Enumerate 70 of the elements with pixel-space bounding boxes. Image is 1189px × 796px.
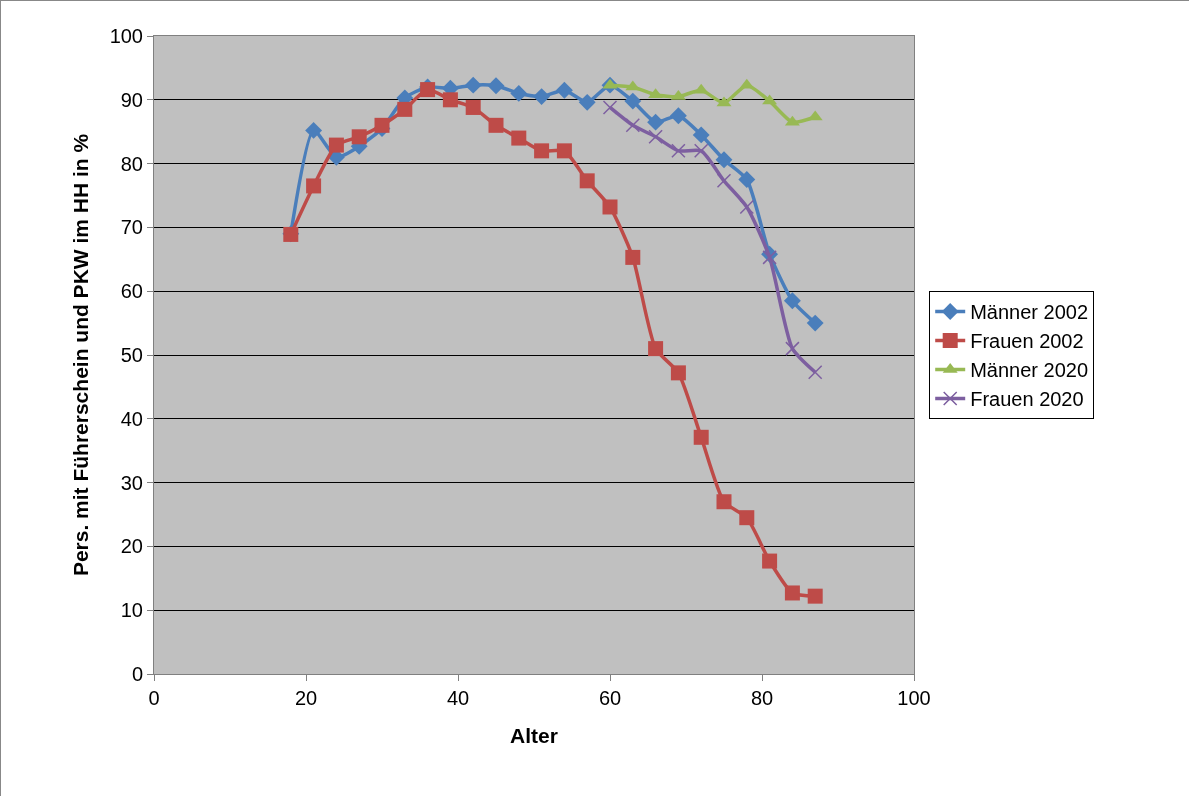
x-tick-label: 80 <box>750 687 774 709</box>
legend-label: Frauen 2002 <box>970 330 1084 353</box>
y-tick-label: 10 <box>120 599 143 622</box>
point <box>420 82 436 98</box>
point <box>578 93 596 111</box>
point <box>783 292 801 310</box>
y-tick-label: 0 <box>131 663 143 685</box>
point <box>397 101 413 117</box>
y-tick-label: 90 <box>120 88 143 111</box>
point <box>738 171 756 188</box>
point <box>762 250 777 265</box>
point <box>510 84 528 102</box>
point <box>692 126 710 144</box>
y-tick-label: 100 <box>109 25 143 47</box>
point <box>579 173 595 189</box>
point <box>648 341 664 357</box>
point <box>762 553 778 569</box>
legend-label: Frauen 2020 <box>970 388 1084 411</box>
point <box>625 118 641 133</box>
point <box>739 199 755 215</box>
point <box>670 365 686 381</box>
x-tick-label: 20 <box>294 687 318 709</box>
point <box>648 129 663 145</box>
point <box>669 107 687 125</box>
point <box>602 199 618 215</box>
point <box>534 143 550 159</box>
point <box>374 117 390 133</box>
point <box>715 151 733 169</box>
y-tick-label: 60 <box>120 280 143 303</box>
point <box>465 99 481 115</box>
x-tick-label: 100 <box>897 687 931 709</box>
point <box>306 178 322 194</box>
y-tick-label: 80 <box>120 152 143 175</box>
legend-label: Männer 2020 <box>970 359 1089 382</box>
point <box>647 113 665 131</box>
point <box>716 494 732 510</box>
point <box>328 137 344 153</box>
point <box>351 129 367 145</box>
y-tick-label: 40 <box>120 407 143 430</box>
x-tick-label: 0 <box>148 687 160 709</box>
point <box>511 130 527 146</box>
point <box>624 92 642 110</box>
point <box>693 429 709 445</box>
y-tick-label: 30 <box>120 471 143 494</box>
y-tick-label: 50 <box>120 344 143 366</box>
point <box>442 92 458 108</box>
point <box>555 81 573 99</box>
point <box>533 88 551 106</box>
x-tick-label: 40 <box>446 687 470 709</box>
point <box>693 143 709 159</box>
point <box>807 364 823 380</box>
point <box>785 341 800 356</box>
x-tick-label: 60 <box>598 687 622 709</box>
point <box>807 588 823 604</box>
point <box>671 143 686 159</box>
point <box>305 121 323 139</box>
point <box>806 314 824 332</box>
point <box>602 100 618 115</box>
legend-label: Männer 2002 <box>970 301 1089 324</box>
point <box>464 76 482 94</box>
point <box>784 585 800 601</box>
y-tick-label: 20 <box>120 535 143 558</box>
x-axis-title: Alter <box>510 724 558 748</box>
point <box>739 510 755 526</box>
point <box>625 249 641 265</box>
point <box>487 77 505 95</box>
point <box>488 117 504 133</box>
point <box>556 143 572 159</box>
y-tick-label: 70 <box>120 216 143 239</box>
y-axis-title: Pers. mit Führerschein und PKW im HH in % <box>68 133 92 577</box>
